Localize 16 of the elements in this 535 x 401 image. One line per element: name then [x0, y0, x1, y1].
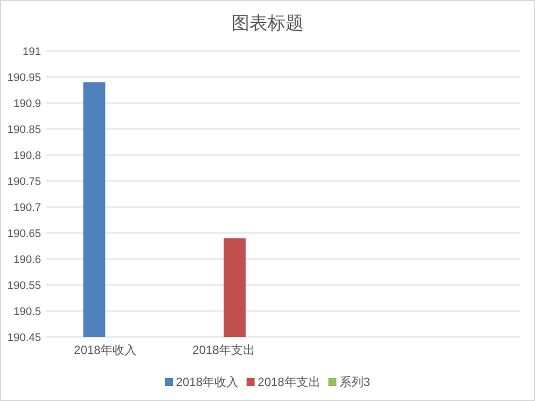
legend-label: 系列3	[339, 375, 370, 389]
y-tick-label: 190.55	[7, 280, 41, 292]
y-tick-label: 190.85	[7, 124, 41, 136]
y-tick-label: 190.6	[13, 254, 41, 266]
legend-label: 2018年收入	[176, 375, 239, 389]
chart-title: 图表标题	[232, 13, 304, 33]
y-tick-label: 190.9	[13, 98, 41, 110]
y-tick-label: 190.95	[7, 72, 41, 84]
y-tick-label: 190.7	[13, 202, 41, 214]
legend-label: 2018年支出	[258, 375, 320, 389]
y-tick-label: 190.5	[13, 306, 41, 318]
y-tick-label: 191	[22, 46, 41, 58]
y-tick-label: 190.75	[7, 176, 41, 188]
y-tick-label: 190.8	[13, 150, 41, 162]
y-tick-label: 190.65	[7, 228, 41, 240]
y-tick-label: 190.45	[7, 332, 41, 344]
